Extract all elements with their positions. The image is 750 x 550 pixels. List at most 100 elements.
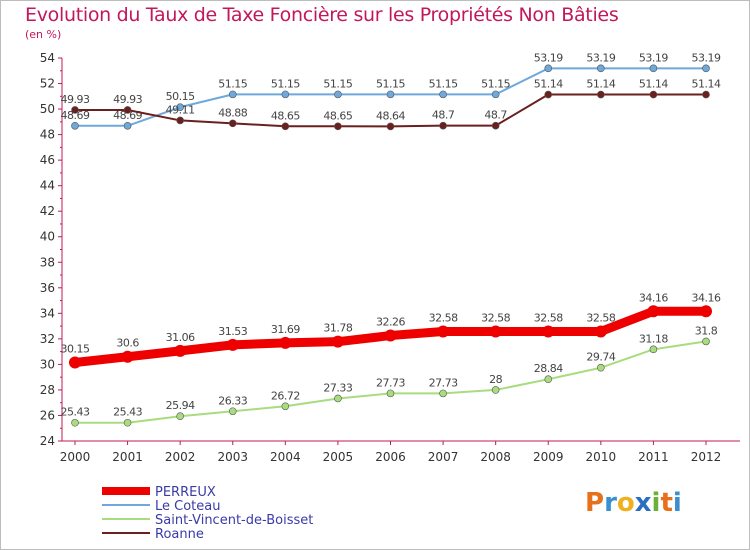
data-point (334, 394, 342, 403)
x-tick-label: 2006 (375, 450, 406, 464)
x-tick-label: 2011 (638, 450, 669, 464)
data-point (228, 90, 237, 99)
data-point (439, 389, 447, 398)
data-point (491, 386, 500, 394)
y-tick-label: 32 (40, 332, 55, 346)
data-label: 49.11 (166, 103, 195, 116)
y-tick-label: 30 (40, 357, 55, 371)
data-label: 31.8 (695, 324, 718, 337)
data-point (542, 325, 555, 338)
x-tick-label: 2004 (270, 450, 301, 464)
data-point (228, 119, 237, 128)
data-label: 26.72 (271, 389, 300, 402)
proxiti-logo: Proxiti (585, 488, 682, 518)
data-point (228, 407, 237, 416)
data-point (649, 64, 658, 73)
legend-label: PERREUX (155, 485, 216, 500)
data-label: 32.58 (429, 311, 458, 324)
data-point (123, 121, 132, 130)
data-label: 31.18 (639, 332, 668, 345)
data-point (176, 412, 184, 421)
data-label: 48.64 (376, 109, 405, 122)
data-label: 32.58 (534, 311, 563, 324)
y-tick-label: 52 (40, 77, 55, 91)
data-point (176, 103, 184, 111)
data-label: 51.15 (376, 77, 405, 90)
data-label: 27.73 (429, 376, 458, 389)
data-point (702, 64, 710, 73)
x-tick-label: 2001 (112, 450, 143, 464)
data-point (331, 335, 344, 348)
series-perreux: 30.15 30.6 31.06 31.53 31.69 31.78 32.26 32.58 3… (61, 291, 721, 369)
data-label: 51.15 (218, 77, 247, 90)
data-point (123, 418, 132, 427)
data-point (71, 106, 79, 114)
legend-label: Roanne (155, 527, 204, 542)
data-label: 30.15 (61, 342, 90, 355)
data-label: 29.74 (586, 351, 615, 364)
data-label: 49.93 (113, 93, 142, 106)
data-label: 26.33 (218, 394, 247, 407)
x-tick-label: 2009 (533, 450, 564, 464)
data-label: 51.14 (586, 78, 615, 91)
data-label: 32.26 (376, 316, 405, 329)
data-label: 31.53 (218, 325, 247, 338)
data-label: 32.58 (586, 311, 615, 324)
data-point (544, 375, 553, 384)
legend-label: Saint-Vincent-de-Boisset (155, 513, 313, 528)
x-tick-label: 2000 (60, 450, 91, 464)
data-point (176, 116, 184, 125)
data-point (334, 122, 342, 131)
data-label: 31.06 (166, 331, 195, 344)
data-point (121, 350, 134, 363)
data-label: 51.15 (323, 77, 352, 90)
data-point (386, 122, 395, 131)
series-saint-vincent-de-boisset: 25.43 25.43 25.94 26.33 26.72 27.33 27.73 27.73… (61, 324, 718, 427)
y-tick-label: 26 (40, 408, 55, 422)
data-point (174, 344, 187, 357)
x-tick-label: 2002 (165, 450, 196, 464)
data-point (281, 122, 290, 131)
data-label: 48.88 (218, 106, 247, 119)
y-tick-label: 38 (40, 255, 55, 269)
data-label: 31.69 (271, 323, 300, 336)
legend-label: Le Coteau (155, 499, 220, 514)
data-label: 28.84 (534, 362, 563, 375)
data-label: 49.93 (61, 93, 90, 106)
data-point (702, 90, 710, 99)
data-point (491, 121, 500, 130)
y-axis-unit-label: (en %) (25, 28, 62, 41)
data-point (702, 337, 710, 346)
data-point (386, 389, 395, 398)
data-point (649, 90, 658, 99)
data-point (69, 356, 81, 369)
y-tick-label: 46 (40, 153, 55, 167)
data-point (489, 325, 502, 338)
data-point (279, 336, 292, 349)
data-point (226, 338, 239, 351)
data-label: 53.19 (692, 51, 721, 64)
y-tick-label: 34 (40, 306, 55, 320)
data-label: 48.7 (484, 109, 507, 122)
data-label: 27.33 (323, 381, 352, 394)
data-label: 34.16 (639, 291, 668, 304)
x-tick-label: 2007 (428, 450, 459, 464)
data-point (281, 402, 290, 411)
data-label: 25.94 (166, 399, 195, 412)
x-tick-label: 2008 (480, 450, 511, 464)
series-roanne: 49.93 49.93 49.11 48.88 48.65 48.65 48.64 48.7 4… (61, 78, 721, 131)
data-label: 51.15 (271, 77, 300, 90)
data-label: 34.16 (692, 291, 721, 304)
data-label: 48.65 (323, 109, 352, 122)
data-point (281, 90, 290, 99)
data-label: 51.14 (534, 78, 563, 91)
data-label: 25.43 (113, 406, 142, 419)
data-point (649, 345, 658, 354)
data-point (384, 329, 397, 342)
y-tick-label: 50 (40, 102, 55, 116)
data-label: 27.73 (376, 376, 405, 389)
y-tick-label: 24 (40, 434, 55, 448)
data-label: 51.15 (429, 77, 458, 90)
x-tick-label: 2010 (586, 450, 617, 464)
